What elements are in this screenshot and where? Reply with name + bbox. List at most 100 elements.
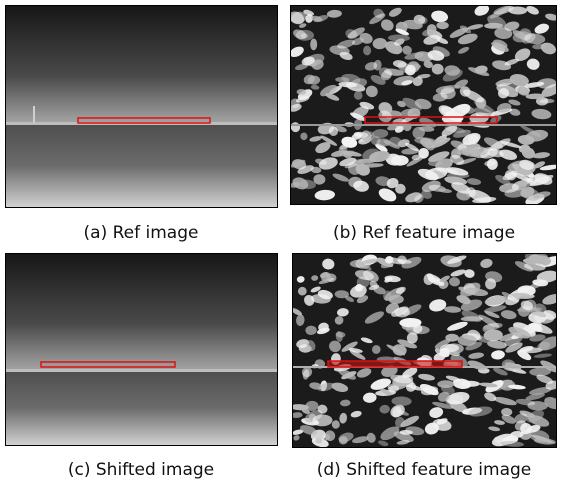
- feature-blob: [419, 384, 439, 396]
- feature-blob: [311, 275, 319, 281]
- feature-blob: [531, 108, 552, 120]
- feature-blob: [306, 340, 316, 352]
- feature-blob: [488, 426, 501, 432]
- feature-blob: [521, 347, 543, 354]
- feature-blob: [437, 391, 450, 402]
- feature-blob: [341, 136, 358, 148]
- feature-blob: [352, 436, 369, 444]
- feature-blob: [468, 352, 485, 359]
- feature-blob: [431, 63, 444, 75]
- feature-blob: [332, 173, 349, 182]
- feature-blob: [331, 420, 340, 429]
- feature-blob: [389, 7, 402, 17]
- feature-blob: [538, 336, 557, 351]
- feature-blob: [381, 365, 398, 377]
- feature-blob: [337, 308, 349, 317]
- feature-blob: [539, 164, 557, 171]
- feature-blob: [519, 159, 535, 170]
- feature-blob: [536, 374, 554, 384]
- feature-blob: [525, 93, 545, 100]
- feature-blob: [495, 78, 514, 87]
- feature-blob: [448, 103, 471, 119]
- feature-blob: [468, 189, 492, 203]
- feature-blob: [296, 88, 307, 95]
- feature-blob: [526, 174, 549, 186]
- feature-blob: [423, 35, 441, 45]
- feature-blob: [526, 424, 541, 433]
- feature-blob: [406, 155, 425, 167]
- feature-blob: [432, 46, 450, 57]
- feature-blob: [405, 64, 416, 76]
- feature-blob: [299, 179, 316, 189]
- feature-blob: [347, 27, 365, 39]
- feature-blob: [363, 392, 377, 403]
- feature-blob: [305, 13, 314, 23]
- feature-blob: [363, 270, 379, 282]
- feature-blob: [310, 38, 318, 51]
- feature-blob: [545, 13, 557, 21]
- feature-blob: [501, 359, 516, 371]
- feature-blob: [384, 68, 404, 76]
- feature-blob: [509, 73, 529, 87]
- feature-blob: [484, 295, 508, 306]
- target-box: [40, 361, 176, 368]
- feature-blob: [361, 258, 380, 264]
- feature-blob: [514, 48, 531, 62]
- feature-blob: [311, 59, 324, 70]
- feature-blob: [335, 331, 343, 342]
- feature-blob: [424, 422, 439, 435]
- feature-blob: [339, 412, 348, 424]
- feature-blob: [526, 58, 540, 70]
- feature-blob: [505, 342, 523, 353]
- feature-blob: [452, 129, 471, 138]
- feature-blob: [423, 60, 433, 69]
- feature-blob: [480, 258, 493, 269]
- feature-blob: [307, 75, 321, 85]
- feature-blob: [521, 147, 535, 159]
- feature-blob: [402, 45, 412, 55]
- feature-blob: [499, 149, 518, 160]
- feature-blob: [432, 170, 445, 178]
- feature-blob: [514, 420, 527, 431]
- feature-blob: [489, 138, 511, 151]
- feature-blob: [404, 52, 424, 60]
- feature-blob: [300, 132, 308, 141]
- feature-blob: [536, 78, 557, 89]
- feature-blob: [508, 6, 528, 15]
- feature-blob: [310, 84, 320, 90]
- feature-blob: [450, 269, 466, 277]
- feature-blob: [380, 426, 400, 441]
- feature-blob: [491, 350, 505, 360]
- feature-blob: [322, 258, 335, 270]
- feature-blob: [377, 440, 389, 447]
- feature-blob: [501, 291, 519, 303]
- feature-blob: [451, 182, 471, 194]
- feature-blob: [418, 126, 435, 132]
- feature-blob: [533, 438, 556, 445]
- feature-blob: [418, 147, 429, 159]
- feature-blob: [340, 399, 351, 407]
- feature-blob: [504, 21, 520, 31]
- feature-blob: [406, 332, 418, 344]
- feature-blob: [473, 100, 496, 114]
- feature-blob: [421, 190, 432, 199]
- ref-feature-image: [290, 5, 557, 205]
- feature-blob: [487, 340, 507, 349]
- feature-blob: [402, 367, 418, 378]
- feature-blob: [400, 415, 420, 428]
- feature-blob: [393, 431, 414, 443]
- feature-blob: [500, 440, 524, 447]
- feature-blob: [318, 157, 338, 170]
- feature-blob: [484, 392, 497, 402]
- feature-blob: [338, 81, 358, 88]
- feature-blob: [440, 343, 459, 353]
- feature-blob: [391, 396, 412, 406]
- feature-blob: [388, 385, 400, 393]
- feature-blob: [524, 262, 546, 271]
- feature-blob: [310, 294, 331, 304]
- feature-blob: [418, 373, 435, 381]
- feature-blob: [444, 176, 468, 185]
- feature-blob: [395, 416, 405, 428]
- feature-blob: [479, 382, 498, 388]
